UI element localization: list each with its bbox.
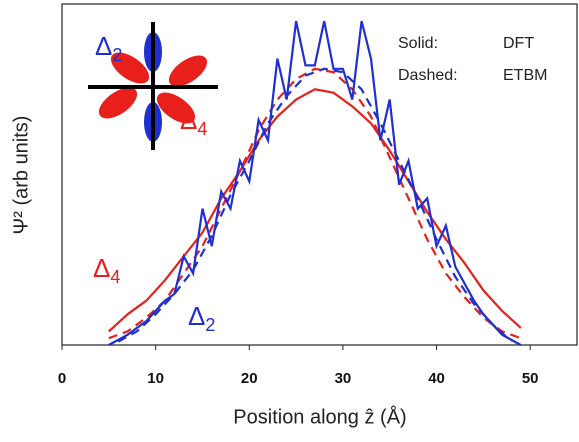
- data-line: [108, 20, 522, 346]
- data-line: [108, 88, 522, 333]
- x-tick-label: 50: [522, 370, 539, 387]
- x-tick-label: 20: [241, 370, 258, 387]
- legend-note: Solid:: [398, 35, 438, 52]
- legend-note: DFT: [503, 35, 534, 52]
- y-axis-label: Ψ² (arb units): [10, 116, 32, 235]
- x-tick-label: 30: [335, 370, 352, 387]
- curve-label: Δ4: [93, 253, 120, 287]
- curve-label-symbol: Δ: [180, 105, 197, 135]
- plot-frame: [61, 3, 578, 346]
- curve-label: Δ2: [188, 301, 215, 335]
- legend-note: ETBM: [503, 67, 547, 84]
- curve-label-subscript: 4: [197, 119, 207, 139]
- curve-label: Δ4: [180, 105, 207, 139]
- curve-label-symbol: Δ: [95, 31, 112, 61]
- inset-orbitals: [88, 22, 218, 150]
- x-tick-label: 40: [428, 370, 445, 387]
- curve-label-subscript: 4: [110, 267, 120, 287]
- curve-label: Δ2: [95, 31, 122, 65]
- x-axis-label: Position along ẑ (Å): [233, 405, 406, 428]
- curve-label-symbol: Δ: [188, 301, 205, 331]
- curve-label-subscript: 2: [205, 315, 215, 335]
- legend-note: Dashed:: [398, 67, 458, 84]
- x-tick-label: 10: [147, 370, 164, 387]
- x-tick-label: 0: [58, 370, 66, 387]
- curve-label-symbol: Δ: [93, 253, 110, 283]
- curve-label-subscript: 2: [112, 45, 122, 65]
